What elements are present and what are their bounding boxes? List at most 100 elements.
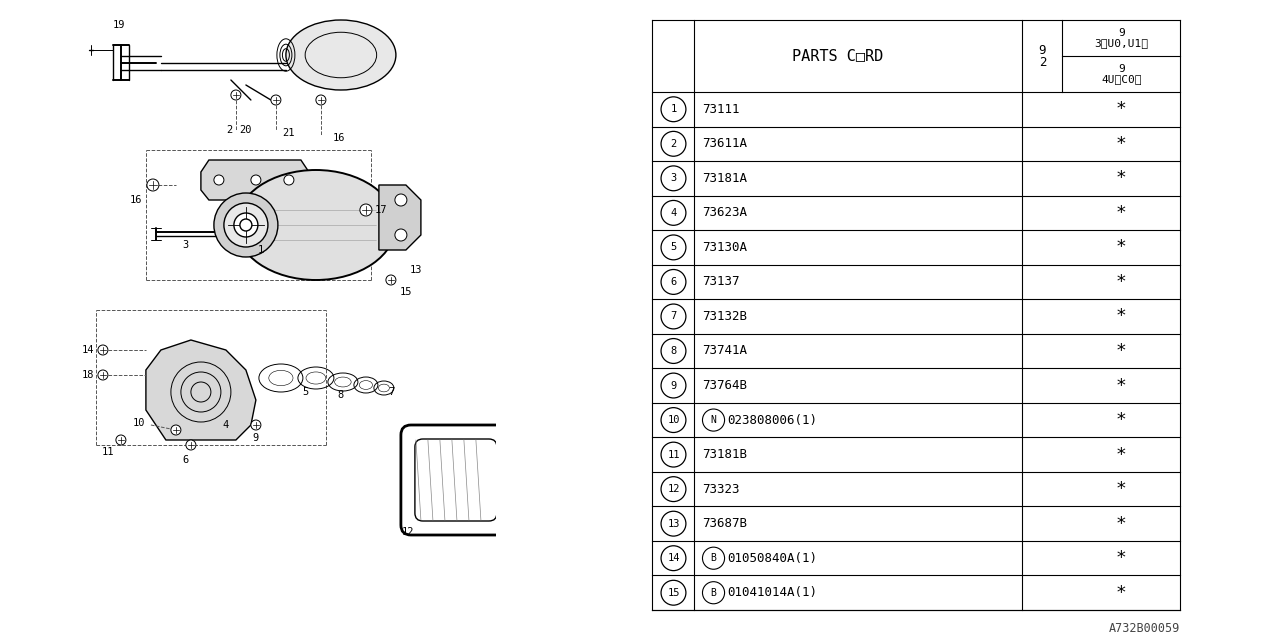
Text: 18: 18 xyxy=(82,370,95,380)
Circle shape xyxy=(97,370,108,380)
Text: 73132B: 73132B xyxy=(703,310,748,323)
Circle shape xyxy=(97,345,108,355)
Circle shape xyxy=(396,194,407,206)
Text: 73764B: 73764B xyxy=(703,379,748,392)
Text: 9
3〈U0,U1〉: 9 3〈U0,U1〉 xyxy=(1094,28,1148,47)
Text: *: * xyxy=(1116,376,1126,394)
Circle shape xyxy=(234,213,257,237)
Circle shape xyxy=(316,95,326,105)
Text: 6: 6 xyxy=(671,277,677,287)
Text: 73623A: 73623A xyxy=(703,206,748,220)
Text: 1: 1 xyxy=(671,104,677,115)
Circle shape xyxy=(360,204,372,216)
Text: *: * xyxy=(1116,100,1126,118)
Circle shape xyxy=(271,95,280,105)
Text: 01050840A(1): 01050840A(1) xyxy=(727,552,818,564)
Text: 4: 4 xyxy=(223,420,229,430)
Text: N: N xyxy=(710,415,717,425)
Text: *: * xyxy=(1116,549,1126,567)
Circle shape xyxy=(147,179,159,191)
Text: 17: 17 xyxy=(375,205,387,215)
Text: 12: 12 xyxy=(667,484,680,494)
Text: 73181A: 73181A xyxy=(703,172,748,185)
Text: 2: 2 xyxy=(671,139,677,148)
Circle shape xyxy=(284,175,294,185)
Text: 73323: 73323 xyxy=(703,483,740,495)
Text: 4: 4 xyxy=(671,208,677,218)
Text: 9
4U〈C0〉: 9 4U〈C0〉 xyxy=(1101,65,1142,84)
Text: 13: 13 xyxy=(667,518,680,529)
Circle shape xyxy=(385,275,396,285)
Text: 11: 11 xyxy=(667,449,680,460)
Text: 5: 5 xyxy=(671,243,677,252)
Circle shape xyxy=(116,435,125,445)
Ellipse shape xyxy=(236,170,396,280)
Text: 16: 16 xyxy=(129,195,142,205)
Text: 13: 13 xyxy=(410,265,422,275)
Text: *: * xyxy=(1116,238,1126,257)
Text: 9
2: 9 2 xyxy=(1039,44,1046,68)
Text: 14: 14 xyxy=(667,553,680,563)
Text: 7: 7 xyxy=(671,312,677,321)
Text: 73137: 73137 xyxy=(703,275,740,289)
Text: 8: 8 xyxy=(338,390,344,400)
Text: 12: 12 xyxy=(402,527,415,537)
Text: 023808006(1): 023808006(1) xyxy=(727,413,818,427)
Text: PARTS C□RD: PARTS C□RD xyxy=(792,49,883,63)
Text: 73611A: 73611A xyxy=(703,138,748,150)
Circle shape xyxy=(239,219,252,231)
Text: 73130A: 73130A xyxy=(703,241,748,254)
Text: *: * xyxy=(1116,480,1126,498)
Text: 20: 20 xyxy=(239,125,252,135)
Text: *: * xyxy=(1116,307,1126,326)
Text: B: B xyxy=(710,588,717,598)
Text: 73181B: 73181B xyxy=(703,448,748,461)
Circle shape xyxy=(396,229,407,241)
Text: 14: 14 xyxy=(82,345,95,355)
Text: B: B xyxy=(710,553,717,563)
Circle shape xyxy=(224,203,268,247)
Text: 1: 1 xyxy=(257,245,264,255)
Text: 3: 3 xyxy=(671,173,677,183)
Circle shape xyxy=(214,193,278,257)
Text: *: * xyxy=(1116,273,1126,291)
Text: 16: 16 xyxy=(333,133,346,143)
Text: *: * xyxy=(1116,445,1126,463)
Text: *: * xyxy=(1116,411,1126,429)
Text: 73741A: 73741A xyxy=(703,344,748,358)
Circle shape xyxy=(172,425,180,435)
Text: 01041014A(1): 01041014A(1) xyxy=(727,586,818,599)
Circle shape xyxy=(230,90,241,100)
Text: 15: 15 xyxy=(399,287,412,297)
Text: *: * xyxy=(1116,515,1126,532)
Text: 15: 15 xyxy=(667,588,680,598)
Ellipse shape xyxy=(285,20,396,90)
Polygon shape xyxy=(379,185,421,250)
Text: *: * xyxy=(1116,135,1126,153)
Text: 6: 6 xyxy=(183,455,189,465)
Polygon shape xyxy=(146,340,256,440)
Text: 73111: 73111 xyxy=(703,103,740,116)
Text: 9: 9 xyxy=(252,433,259,443)
Text: A732B00059: A732B00059 xyxy=(1110,622,1180,635)
Text: *: * xyxy=(1116,342,1126,360)
Text: 2: 2 xyxy=(225,125,232,135)
Text: 11: 11 xyxy=(101,447,114,457)
Text: 21: 21 xyxy=(283,128,296,138)
Text: 9: 9 xyxy=(671,381,677,390)
Text: 10: 10 xyxy=(133,418,145,428)
Text: 5: 5 xyxy=(303,387,308,397)
Circle shape xyxy=(186,440,196,450)
Text: *: * xyxy=(1116,204,1126,222)
Text: *: * xyxy=(1116,584,1126,602)
Polygon shape xyxy=(201,160,308,200)
Text: 73687B: 73687B xyxy=(703,517,748,530)
Circle shape xyxy=(251,420,261,430)
Text: 8: 8 xyxy=(671,346,677,356)
Circle shape xyxy=(251,175,261,185)
Text: 7: 7 xyxy=(388,387,394,397)
Text: *: * xyxy=(1116,170,1126,188)
Circle shape xyxy=(214,175,224,185)
Text: 10: 10 xyxy=(667,415,680,425)
Text: 19: 19 xyxy=(113,20,125,30)
